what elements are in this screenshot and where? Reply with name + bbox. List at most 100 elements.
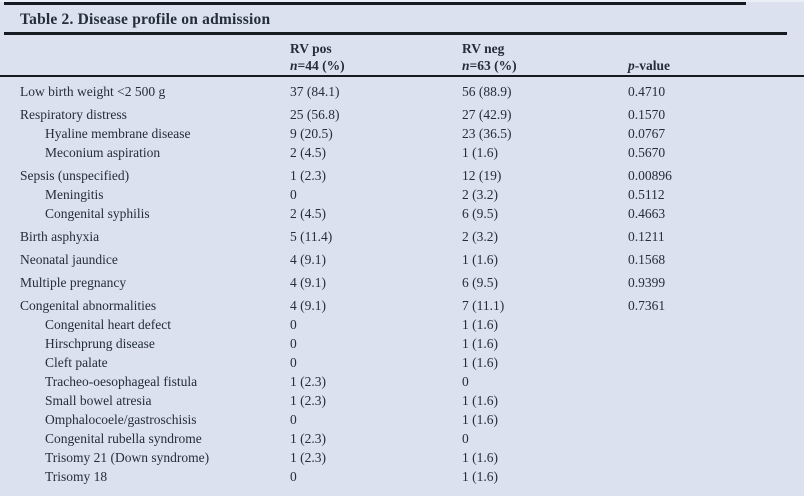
rv-pos-value: 0	[290, 469, 297, 484]
table-row: Respiratory distress 25 (56.8) 27 (42.9) 0.…	[0, 105, 804, 124]
rv-pos-value: 25 (56.8)	[290, 107, 340, 122]
table-header-row: RV pos n=44 (%) RV neg n=63 (%) p-value	[0, 38, 804, 74]
p-value	[628, 353, 804, 372]
header-rv-pos-cell: RV pos n=44 (%)	[290, 40, 462, 74]
header-rv-neg-n-rest: =63 (%)	[469, 58, 517, 73]
rv-neg-value: 23 (36.5)	[462, 126, 512, 141]
header-rv-neg-n: n=63 (%)	[462, 57, 628, 74]
header-p-rest: -value	[634, 58, 670, 73]
row-label: Sepsis (unspecified)	[20, 168, 130, 183]
table-row: Trisomy 21 (Down syndrome) 1 (2.3) 1 (1.6)	[0, 448, 804, 467]
p-value: 0.9399	[628, 275, 666, 290]
header-rv-pos-n-italic: n	[290, 58, 298, 73]
rv-neg-value: 6 (9.5)	[462, 206, 498, 221]
header-rv-neg-cell: RV neg n=63 (%)	[462, 40, 628, 74]
table-row: Cleft palate 0 1 (1.6)	[0, 353, 804, 372]
p-value: 0.7361	[628, 298, 666, 313]
table-row: Small bowel atresia 1 (2.3) 1 (1.6)	[0, 391, 804, 410]
rv-pos-value: 5 (11.4)	[290, 229, 333, 244]
rv-neg-value: 1 (1.6)	[462, 355, 498, 370]
header-rv-neg-n-italic: n	[462, 58, 470, 73]
header-p-value-cell: p-value	[628, 57, 804, 74]
rv-neg-value: 56 (88.9)	[462, 84, 512, 99]
row-label: Meconium aspiration	[45, 145, 161, 160]
p-value	[628, 429, 804, 448]
row-label: Meningitis	[45, 187, 104, 202]
row-label: Congenital abnormalities	[20, 298, 157, 313]
table-row: Birth asphyxia 5 (11.4) 2 (3.2) 0.1211	[0, 227, 804, 246]
rv-pos-value: 1 (2.3)	[290, 431, 326, 446]
table-row: Meconium aspiration 2 (4.5) 1 (1.6) 0.5670	[0, 143, 804, 162]
row-label: Hirschprung disease	[45, 336, 155, 351]
p-value: 0.00896	[628, 168, 672, 183]
table-body: Low birth weight <2 500 g 37 (84.1) 56 (88…	[0, 82, 804, 486]
p-value: 0.4663	[628, 206, 666, 221]
table-row: Trisomy 18 0 1 (1.6)	[0, 467, 804, 486]
row-label: Hyaline membrane disease	[45, 126, 191, 141]
p-value: 0.0767	[628, 126, 666, 141]
rv-pos-value: 2 (4.5)	[290, 206, 326, 221]
header-p-value-label: p-value	[628, 57, 804, 74]
row-label: Congenital syphilis	[45, 206, 150, 221]
rv-neg-value: 2 (3.2)	[462, 187, 498, 202]
p-value	[628, 467, 804, 486]
rv-pos-value: 0	[290, 336, 297, 351]
table-row: Hyaline membrane disease 9 (20.5) 23 (36.5…	[0, 124, 804, 143]
rv-pos-value: 2 (4.5)	[290, 145, 326, 160]
table-row: Congenital rubella syndrome 1 (2.3) 0	[0, 429, 804, 448]
rv-neg-value: 0	[462, 431, 469, 446]
rv-pos-value: 9 (20.5)	[290, 126, 333, 141]
p-value: 0.1211	[628, 229, 665, 244]
table-top-rule	[4, 2, 746, 5]
table-row: Low birth weight <2 500 g 37 (84.1) 56 (88…	[0, 82, 804, 101]
row-label: Tracheo-oesophageal fistula	[45, 374, 198, 389]
p-value: 0.5112	[628, 187, 665, 202]
p-value	[628, 410, 804, 429]
rv-neg-value: 27 (42.9)	[462, 107, 512, 122]
p-value	[628, 315, 804, 334]
row-label: Congenital rubella syndrome	[45, 431, 202, 446]
table-row: Neonatal jaundice 4 (9.1) 1 (1.6) 0.1568	[0, 250, 804, 269]
p-value: 0.1570	[628, 107, 666, 122]
row-label: Congenital heart defect	[45, 317, 171, 332]
rv-neg-value: 1 (1.6)	[462, 469, 498, 484]
row-label: Trisomy 18	[45, 469, 108, 484]
rv-pos-value: 0	[290, 317, 297, 332]
table-row: Congenital heart defect 0 1 (1.6)	[0, 315, 804, 334]
row-label: Low birth weight <2 500 g	[20, 84, 166, 99]
rv-pos-value: 4 (9.1)	[290, 298, 326, 313]
table-row: Omphalocoele/gastroschisis 0 1 (1.6)	[0, 410, 804, 429]
header-rv-pos-label: RV pos	[290, 41, 332, 56]
p-value	[628, 391, 804, 410]
rv-pos-value: 4 (9.1)	[290, 252, 326, 267]
header-rv-pos-n: n=44 (%)	[290, 57, 462, 74]
row-label: Respiratory distress	[20, 107, 127, 122]
p-value: 0.4710	[628, 84, 666, 99]
title-rule	[4, 32, 787, 35]
row-label: Small bowel atresia	[45, 393, 152, 408]
rv-pos-value: 4 (9.1)	[290, 275, 326, 290]
rv-neg-value: 1 (1.6)	[462, 336, 498, 351]
row-label: Neonatal jaundice	[20, 252, 118, 267]
rv-pos-value: 1 (2.3)	[290, 374, 326, 389]
row-label: Birth asphyxia	[20, 229, 100, 244]
table-row: Hirschprung disease 0 1 (1.6)	[0, 334, 804, 353]
header-rv-pos-n-rest: =44 (%)	[297, 58, 345, 73]
rv-neg-value: 2 (3.2)	[462, 229, 498, 244]
rv-neg-value: 1 (1.6)	[462, 450, 498, 465]
rv-neg-value: 1 (1.6)	[462, 145, 498, 160]
rv-neg-value: 7 (11.1)	[462, 298, 505, 313]
rv-neg-value: 1 (1.6)	[462, 412, 498, 427]
table-row: Tracheo-oesophageal fistula 1 (2.3) 0	[0, 372, 804, 391]
table-row: Multiple pregnancy 4 (9.1) 6 (9.5) 0.9399	[0, 273, 804, 292]
p-value: 0.5670	[628, 145, 666, 160]
table-row: Meningitis 0 2 (3.2) 0.5112	[0, 185, 804, 204]
row-label: Omphalocoele/gastroschisis	[45, 412, 197, 427]
rv-pos-value: 0	[290, 412, 297, 427]
table-row: Sepsis (unspecified) 1 (2.3) 12 (19) 0.0089…	[0, 166, 804, 185]
rv-pos-value: 1 (2.3)	[290, 168, 326, 183]
header-rule	[0, 75, 804, 77]
p-value: 0.1568	[628, 252, 666, 267]
row-label: Trisomy 21 (Down syndrome)	[45, 450, 210, 465]
